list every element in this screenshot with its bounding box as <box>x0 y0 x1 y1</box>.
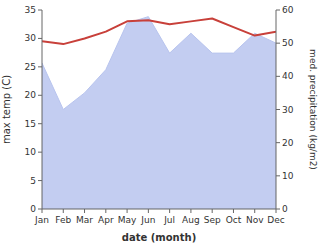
left-tick-label: 35 <box>25 5 36 15</box>
left-tick <box>38 152 42 153</box>
right-tick <box>276 175 280 176</box>
x-tick-label: Nov <box>246 215 264 225</box>
x-tick <box>169 209 170 213</box>
left-axis-label: max temp (C) <box>1 75 12 144</box>
plot-area <box>42 17 276 209</box>
left-tick-label: 0 <box>30 204 36 214</box>
x-tick <box>127 209 128 213</box>
x-tick <box>105 209 106 213</box>
x-axis <box>42 209 276 210</box>
precipitation-area <box>42 17 276 209</box>
x-tick-label: Aug <box>182 215 200 225</box>
left-tick-label: 15 <box>25 119 36 129</box>
left-tick <box>38 180 42 181</box>
left-tick-label: 10 <box>25 147 37 157</box>
chart: 0 5 10 15 20 25 30 35 0 10 20 30 40 50 60 Jan Feb Mar Apr M… <box>0 0 318 247</box>
x-tick <box>190 209 191 213</box>
left-tick-label: 30 <box>25 33 37 43</box>
x-tick-label: Apr <box>98 215 114 225</box>
x-tick <box>254 209 255 213</box>
right-tick <box>276 209 280 210</box>
right-tick-label: 0 <box>282 204 288 214</box>
right-tick <box>276 76 280 77</box>
left-axis <box>42 10 43 209</box>
left-tick <box>38 10 42 11</box>
left-tick-label: 25 <box>25 62 36 72</box>
x-tick-label: Jun <box>140 215 155 225</box>
left-tick <box>38 66 42 67</box>
right-tick-label: 60 <box>282 5 294 15</box>
x-tick <box>212 209 213 213</box>
left-tick <box>38 123 42 124</box>
x-tick <box>42 209 43 213</box>
right-tick <box>276 10 280 11</box>
x-tick-label: May <box>118 215 137 225</box>
x-tick-label: Jan <box>34 215 49 225</box>
temperature-line <box>42 19 276 45</box>
x-axis-label: date (month) <box>122 232 196 243</box>
left-tick-label: 5 <box>30 176 36 186</box>
right-tick-label: 10 <box>282 171 294 181</box>
x-tick <box>276 209 277 213</box>
x-tick-label: Dec <box>267 215 284 225</box>
x-tick-label: Sep <box>204 215 221 225</box>
right-tick-label: 20 <box>282 138 294 148</box>
x-tick-label: Feb <box>55 215 71 225</box>
x-tick <box>148 209 149 213</box>
left-tick-label: 20 <box>25 90 37 100</box>
x-tick <box>233 209 234 213</box>
right-tick-label: 40 <box>282 71 294 81</box>
right-axis-label: med. precipitation (kg/m2) <box>308 49 318 170</box>
x-tick-label: Mar <box>76 215 93 225</box>
left-tick <box>38 95 42 96</box>
right-tick <box>276 43 280 44</box>
x-tick-label: Oct <box>226 215 242 225</box>
right-tick-label: 50 <box>282 38 294 48</box>
left-tick <box>38 209 42 210</box>
right-tick <box>276 142 280 143</box>
x-tick <box>84 209 85 213</box>
x-tick-label: Jul <box>163 215 175 225</box>
left-tick <box>38 38 42 39</box>
right-tick-label: 30 <box>282 105 294 115</box>
right-tick <box>276 109 280 110</box>
x-tick <box>63 209 64 213</box>
